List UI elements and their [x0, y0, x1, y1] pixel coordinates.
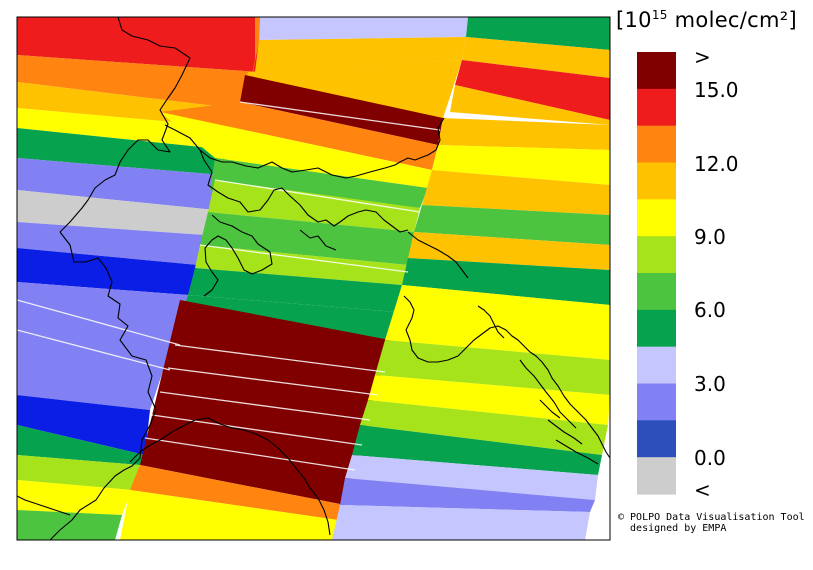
pixel	[208, 180, 420, 232]
scan-seams	[17, 101, 441, 471]
pixel	[120, 490, 338, 540]
pixel	[402, 258, 610, 305]
pixel	[17, 282, 188, 410]
colorbar-swatch	[637, 309, 676, 348]
map-frame	[16, 16, 611, 541]
pixel	[140, 300, 390, 505]
pixel	[352, 425, 602, 475]
colorbar-swatch	[637, 273, 676, 311]
pixel	[240, 75, 443, 145]
colorbar-under-label: <	[694, 478, 711, 502]
pixel	[462, 37, 610, 78]
pixel	[332, 505, 590, 540]
colorbar-swatch	[637, 383, 676, 421]
swath-left	[17, 17, 260, 540]
pixel	[345, 455, 598, 500]
colorbar-swatch	[637, 420, 676, 458]
pixel	[17, 455, 140, 490]
pixel	[259, 17, 468, 40]
pixel	[455, 60, 610, 120]
pixel	[17, 128, 230, 175]
pixel	[368, 375, 610, 425]
pixel	[195, 245, 408, 285]
country-borders	[49, 17, 469, 540]
coastline	[17, 295, 610, 536]
pixel	[240, 17, 260, 128]
swath-right	[332, 17, 610, 540]
pixel	[408, 232, 610, 270]
pixel	[340, 478, 595, 512]
colorbar-tick-label: 9.0	[694, 225, 726, 249]
pixel	[17, 510, 122, 540]
colorbar-tick-label: 3.0	[694, 372, 726, 396]
pixel	[130, 465, 345, 520]
pixel	[17, 108, 240, 150]
colorbar	[637, 52, 676, 495]
pixel	[360, 400, 608, 455]
colorbar-tick-label: 6.0	[694, 298, 726, 322]
colorbar-swatch	[637, 346, 676, 385]
pixel	[466, 17, 610, 50]
pixel	[450, 85, 610, 125]
pixel	[17, 425, 145, 465]
colorbar-tick-label: 12.0	[694, 152, 739, 176]
colorbar-over-label: >	[694, 45, 711, 69]
pixel	[17, 395, 150, 455]
colorbar-swatch	[637, 88, 676, 127]
colorbar-swatch	[637, 52, 676, 90]
colorbar-unit-title: [1015 molec/cm²]	[616, 8, 797, 32]
pixel	[210, 158, 428, 208]
pixel	[17, 190, 215, 235]
pixel	[432, 145, 610, 185]
pixel	[414, 205, 610, 245]
pixel	[180, 295, 396, 340]
colorbar-swatch	[637, 457, 676, 495]
pixel	[188, 268, 402, 312]
colorbar-swatch	[637, 236, 676, 274]
colorbar-swatch	[637, 199, 676, 237]
colorbar-swatch	[637, 125, 676, 164]
credit-line: designed by EMPA	[618, 523, 727, 534]
pixel	[255, 37, 466, 72]
pixel	[438, 118, 610, 150]
swath-middle	[120, 17, 468, 540]
pixel	[17, 158, 222, 210]
colorbar-tick-label: 15.0	[694, 78, 739, 102]
pixel	[17, 17, 260, 72]
pixel	[385, 285, 610, 360]
colorbar-swatch	[637, 162, 676, 200]
satellite-pixel-layer	[17, 17, 610, 540]
credit-text: © POLPO Data Visualisation Tool designed…	[618, 512, 805, 534]
pixel	[375, 340, 610, 395]
pixel	[422, 170, 610, 215]
pixel	[17, 222, 205, 265]
pixel	[17, 55, 258, 110]
pixel	[160, 112, 432, 188]
credit-line: © POLPO Data Visualisation Tool	[618, 512, 805, 523]
pixel	[200, 212, 414, 265]
colorbar-tick-label: 0.0	[694, 446, 726, 470]
pixel	[160, 102, 438, 170]
